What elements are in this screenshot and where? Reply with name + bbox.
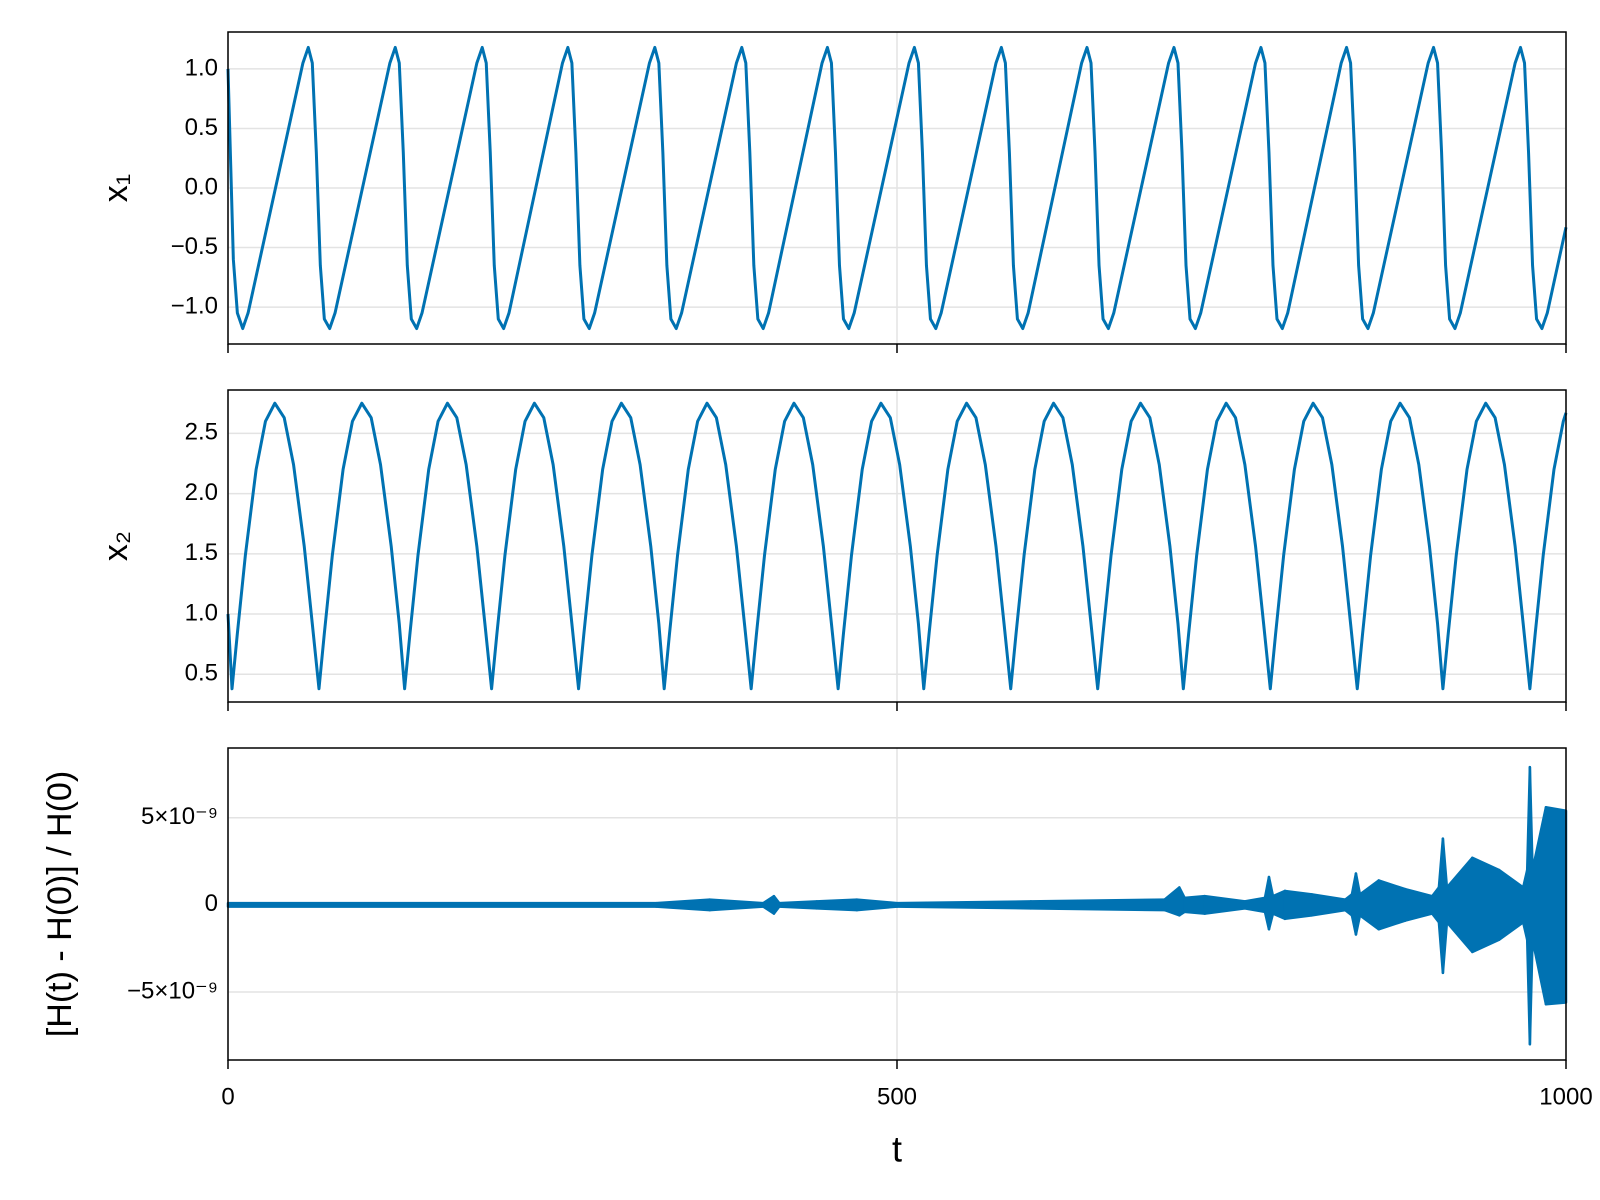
y-tick-label: 2.5 — [185, 419, 218, 446]
x-tick-label: 1000 — [1539, 1083, 1592, 1110]
x-tick-label: 500 — [877, 1083, 917, 1110]
error-band — [1445, 856, 1474, 954]
error-band — [815, 898, 859, 912]
y-tick-label: 1.0 — [185, 54, 218, 81]
y-tick-label: −5×10⁻⁹ — [127, 977, 218, 1004]
error-band — [708, 898, 765, 912]
plot-frame — [227, 31, 1567, 345]
y-tick-label: 0.5 — [185, 114, 218, 141]
error-band — [1183, 894, 1206, 915]
series-line — [226, 45, 1568, 331]
y-tick-label: 5×10⁻⁹ — [141, 803, 218, 830]
error-band — [1377, 879, 1407, 931]
error-band — [226, 901, 658, 908]
y-tick-label: −1.0 — [171, 292, 218, 319]
y-axis-label: [H(t) - H(0)] / H(0) — [41, 771, 79, 1037]
error-band — [1163, 886, 1181, 917]
y-axis-label: x₂ — [97, 531, 135, 561]
y-tick-label: 0.0 — [185, 173, 218, 200]
error-band — [1310, 893, 1347, 917]
series-line — [226, 401, 1568, 691]
error-band — [1471, 856, 1501, 954]
error-band — [855, 898, 899, 912]
error-band — [1544, 806, 1568, 1006]
plot-frame — [227, 389, 1567, 703]
error-band — [1271, 889, 1287, 921]
error-band — [1531, 806, 1548, 1006]
error-band — [1358, 879, 1380, 931]
error-band — [895, 900, 1033, 910]
y-tick-label: 0.5 — [185, 660, 218, 687]
error-band — [1497, 868, 1525, 941]
error-band — [654, 898, 711, 912]
error-band — [778, 900, 818, 910]
y-tick-label: 2.0 — [185, 479, 218, 506]
plot-frame — [227, 747, 1567, 1061]
y-tick-label: 1.0 — [185, 599, 218, 626]
x-tick-label: 0 — [221, 1083, 234, 1110]
x-axis-label: t — [892, 1129, 902, 1170]
error-band — [1404, 887, 1434, 922]
error-band — [1283, 889, 1314, 921]
error-band — [1203, 894, 1247, 915]
y-axis-label: x₁ — [97, 174, 135, 202]
y-tick-label: −0.5 — [171, 233, 218, 260]
error-band — [761, 894, 776, 915]
y-tick-label: 1.5 — [185, 539, 218, 566]
y-tick-label: 0 — [205, 890, 218, 917]
error-band — [1029, 898, 1166, 912]
error-band — [1243, 896, 1267, 914]
